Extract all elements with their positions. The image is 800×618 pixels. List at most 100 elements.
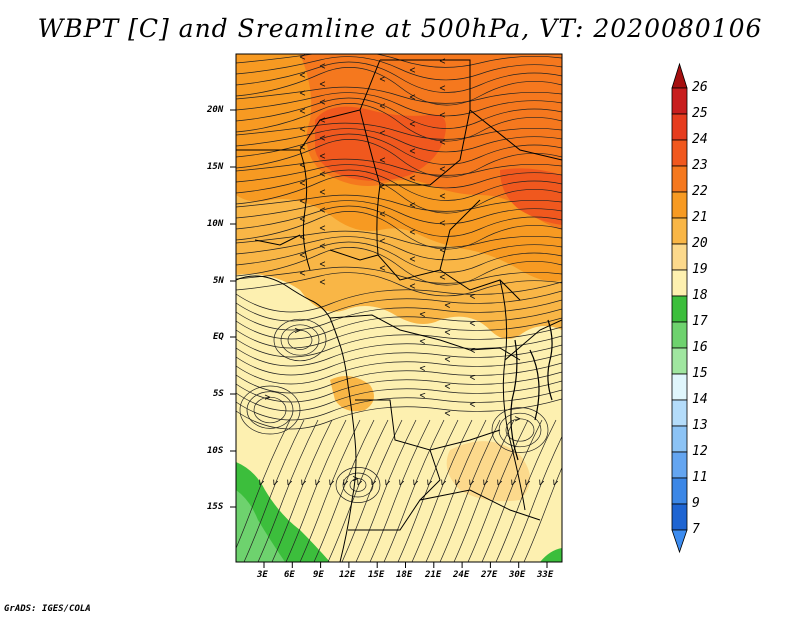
streamline — [287, 330, 313, 350]
colorbar-label-20: 20 — [692, 236, 708, 251]
streamline — [236, 211, 562, 250]
colorbar — [671, 62, 688, 554]
streamline — [236, 56, 562, 81]
lat-label-5n: 5N — [213, 276, 224, 286]
streamline — [236, 169, 562, 201]
streamline-arrow — [469, 374, 476, 380]
streamline-arrow — [329, 479, 335, 486]
lon-label-6e: 6E — [284, 570, 295, 580]
streamline-arrow — [409, 94, 416, 100]
streamline-arrow — [294, 327, 301, 333]
colorbar-segment — [671, 373, 688, 401]
map-title: WBPT [C] and Sreamline at 500hPa, VT: 20… — [37, 14, 763, 43]
streamline-arrow — [264, 394, 271, 400]
streamline — [341, 419, 403, 562]
streamline — [425, 419, 487, 562]
streamline-arrow — [319, 153, 326, 159]
streamline — [313, 419, 375, 562]
credit-text: GrADS: IGES/COLA — [4, 604, 91, 614]
streamline-arrow — [439, 274, 446, 280]
streamline — [280, 324, 320, 356]
lat-label-15n: 15N — [207, 162, 224, 172]
lat-label-20n: 20N — [207, 105, 224, 115]
streamline-arrow — [525, 479, 531, 486]
streamline-arrow — [444, 383, 451, 389]
streamline — [246, 391, 294, 429]
streamline — [453, 419, 515, 562]
colorbar-segment — [671, 399, 688, 427]
streamline — [495, 419, 557, 562]
streamline — [236, 241, 562, 273]
colorbar-segment — [671, 477, 688, 505]
streamline-arrow — [399, 479, 405, 486]
streamline-arrow — [409, 283, 416, 289]
lon-label-21e: 21E — [425, 570, 442, 580]
streamline — [342, 472, 374, 498]
streamline-arrow — [319, 261, 326, 267]
streamline-arrow — [409, 229, 416, 235]
streamline — [236, 67, 562, 106]
colorbar-segment — [671, 503, 688, 531]
colorbar-segment — [671, 87, 688, 115]
streamline — [236, 92, 562, 117]
coastline-lakes — [510, 319, 553, 461]
lon-label-27e: 27E — [481, 570, 498, 580]
streamline — [236, 61, 562, 93]
lon-label-12e: 12E — [339, 570, 356, 580]
streamline-arrow — [455, 479, 461, 486]
streamline — [236, 200, 562, 225]
streamline-arrow — [439, 112, 446, 118]
streamline-arrow — [319, 225, 326, 231]
streamline-arrow — [439, 220, 446, 226]
streamline — [236, 266, 562, 284]
lat-label-5s: 5S — [213, 389, 224, 399]
streamline — [236, 230, 562, 248]
streamline-arrow — [409, 121, 416, 127]
streamline — [273, 318, 327, 362]
streamline-arrow — [427, 479, 433, 486]
lat-label-eq: EQ — [213, 332, 224, 342]
streamline-arrow — [419, 365, 426, 371]
streamline — [236, 419, 291, 550]
country-borders — [236, 59, 562, 562]
streamline-arrow — [469, 320, 476, 326]
streamline-arrow — [444, 329, 451, 335]
streamline — [467, 419, 529, 562]
wbpt-field-band-20-south — [330, 376, 374, 412]
streamline-arrow — [469, 479, 475, 486]
streamline — [236, 353, 562, 385]
lat-label-15s: 15S — [207, 502, 224, 512]
streamline-arrow — [299, 108, 306, 114]
streamline-arrow — [469, 401, 476, 407]
streamline-arrow — [315, 479, 321, 486]
colorbar-label-14: 14 — [692, 392, 708, 407]
streamline — [236, 247, 562, 286]
streamline — [481, 419, 543, 562]
colorbar-label-23: 23 — [692, 158, 708, 173]
streamline — [327, 419, 389, 562]
streamline-arrow — [357, 479, 363, 486]
streamline-arrow — [409, 256, 416, 262]
streamline-arrow — [444, 410, 451, 416]
streamline — [236, 326, 562, 358]
lon-label-33e: 33E — [537, 570, 554, 580]
streamline-arrow — [273, 479, 279, 486]
streamline — [253, 396, 287, 424]
streamline — [243, 419, 305, 562]
colorbar-segment — [671, 347, 688, 375]
colorbar-label-26: 26 — [692, 80, 708, 95]
streamline-arrow — [319, 81, 326, 87]
streamline — [236, 205, 562, 237]
colorbar-segment — [671, 139, 688, 167]
streamline-arrow — [379, 76, 386, 82]
streamline-arrow — [439, 85, 446, 91]
colorbar-label-15: 15 — [692, 366, 708, 381]
streamline-arrow — [497, 479, 503, 486]
streamline — [257, 419, 319, 562]
lon-label-15e: 15E — [368, 570, 385, 580]
streamline-arrow — [439, 193, 446, 199]
streamline — [236, 194, 562, 212]
streamline — [236, 164, 562, 189]
streamline-arrow — [439, 139, 446, 145]
streamline — [236, 299, 562, 331]
